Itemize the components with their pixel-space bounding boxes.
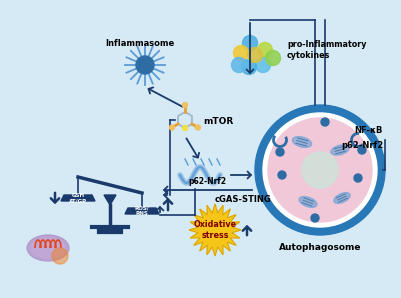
Circle shape [321,118,329,126]
Text: Autophagosome: Autophagosome [279,243,361,252]
Circle shape [233,46,249,60]
Text: Inflammasome: Inflammasome [105,39,174,48]
Polygon shape [189,204,241,256]
Circle shape [52,248,68,264]
Circle shape [231,58,247,72]
Circle shape [247,47,263,63]
Circle shape [182,103,188,108]
Circle shape [263,113,377,227]
Ellipse shape [334,193,350,204]
Circle shape [268,118,372,222]
Text: p62-Nrf2: p62-Nrf2 [188,177,227,186]
Text: cGAS-STING: cGAS-STING [215,195,272,204]
Ellipse shape [27,235,69,261]
Circle shape [265,50,281,66]
Circle shape [241,60,257,74]
Circle shape [354,174,362,182]
Ellipse shape [331,145,349,155]
Text: GSH
AT/GP: GSH AT/GP [69,193,87,204]
Circle shape [276,148,284,156]
Circle shape [196,125,200,130]
Circle shape [257,43,273,58]
Circle shape [302,152,338,188]
Circle shape [255,58,271,72]
Ellipse shape [292,136,312,148]
Polygon shape [125,208,159,214]
Circle shape [278,171,286,179]
Text: NF-κB: NF-κB [354,126,383,135]
Circle shape [243,35,257,50]
Text: p62-Nrf2: p62-Nrf2 [341,141,383,150]
Circle shape [358,146,366,154]
Ellipse shape [299,197,317,207]
Text: Oxidative
stress: Oxidative stress [193,220,237,240]
Circle shape [311,214,319,222]
Ellipse shape [31,238,65,257]
Circle shape [255,105,385,235]
Polygon shape [61,195,95,201]
Polygon shape [104,195,116,205]
Text: ROS/
RNS: ROS/ RNS [135,206,150,216]
Circle shape [170,125,174,130]
Text: mTOR: mTOR [203,117,233,126]
Circle shape [182,125,188,131]
Circle shape [136,56,154,74]
Text: pro-Inflammatory
cytokines: pro-Inflammatory cytokines [287,40,367,60]
